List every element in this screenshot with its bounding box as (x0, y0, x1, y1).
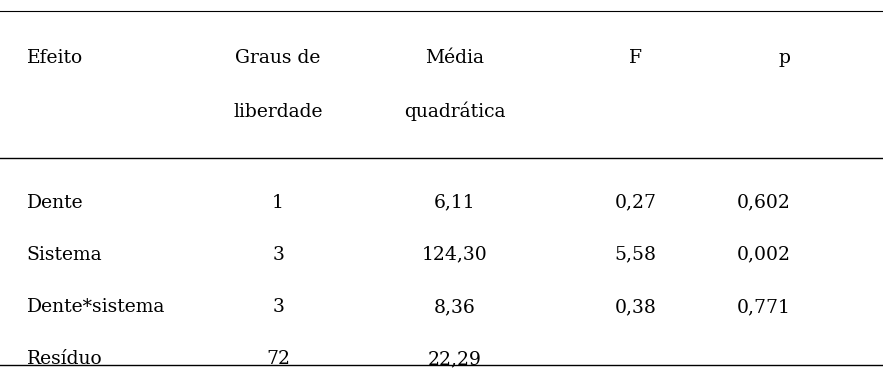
Text: F: F (630, 49, 642, 67)
Text: Média: Média (426, 49, 484, 67)
Text: 0,602: 0,602 (736, 194, 790, 212)
Text: quadrática: quadrática (404, 102, 505, 121)
Text: 72: 72 (266, 350, 291, 368)
Text: 124,30: 124,30 (422, 246, 487, 264)
Text: 0,38: 0,38 (615, 298, 657, 316)
Text: 6,11: 6,11 (434, 194, 476, 212)
Text: Dente: Dente (26, 194, 83, 212)
Text: 0,27: 0,27 (615, 194, 657, 212)
Text: 8,36: 8,36 (434, 298, 476, 316)
Text: Dente*sistema: Dente*sistema (26, 298, 165, 316)
Text: liberdade: liberdade (233, 103, 323, 121)
Text: 3: 3 (272, 298, 284, 316)
Text: 0,771: 0,771 (736, 298, 790, 316)
Text: 0,002: 0,002 (736, 246, 790, 264)
Text: p: p (778, 49, 790, 67)
Text: 5,58: 5,58 (615, 246, 657, 264)
Text: Graus de: Graus de (236, 49, 321, 67)
Text: Efeito: Efeito (26, 49, 83, 67)
Text: 22,29: 22,29 (427, 350, 482, 368)
Text: 1: 1 (272, 194, 284, 212)
Text: Resíduo: Resíduo (26, 350, 102, 368)
Text: Sistema: Sistema (26, 246, 102, 264)
Text: 3: 3 (272, 246, 284, 264)
